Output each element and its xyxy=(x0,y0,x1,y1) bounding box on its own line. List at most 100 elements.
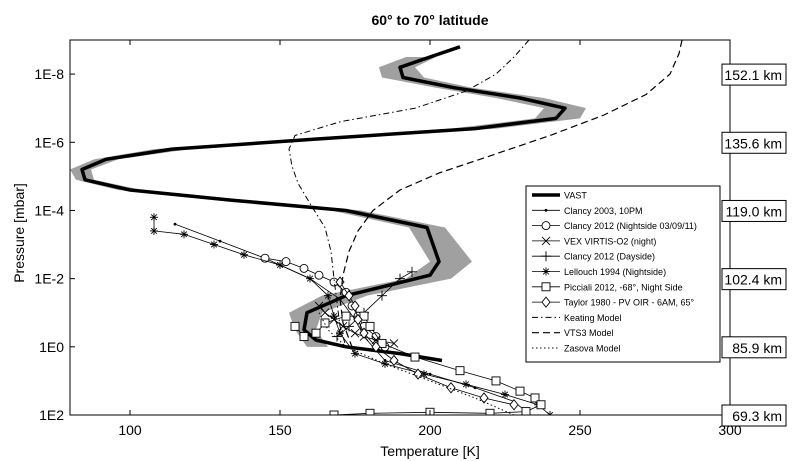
series-7-point-1 xyxy=(344,289,354,302)
legend-marker-3 xyxy=(541,236,551,246)
y-tick-label-4: 1E0 xyxy=(39,339,64,355)
legend-label-8: Keating Model xyxy=(564,313,622,323)
series-5-point-9 xyxy=(336,329,344,338)
altitude-box-3 xyxy=(721,268,787,291)
legend-label-4: Clancy 2012 (Dayside) xyxy=(564,252,655,262)
series-5-point-16 xyxy=(546,411,554,415)
series-6-point-1 xyxy=(299,332,309,342)
legend-label-2: Clancy 2012 (Nightside 03/09/11) xyxy=(564,221,697,231)
series-7-point-4 xyxy=(359,327,369,339)
series-3-point-0 xyxy=(314,301,324,311)
series-2-point-2 xyxy=(299,263,309,273)
series-5-point-8 xyxy=(330,312,338,321)
series-6-point-4 xyxy=(341,311,351,321)
series-7-point-6 xyxy=(389,354,399,367)
series-7-point-9 xyxy=(479,392,489,404)
series-6-point-3 xyxy=(320,318,330,328)
series-1-point-0 xyxy=(173,222,177,226)
legend-marker-6 xyxy=(541,282,551,292)
series-3-point-7 xyxy=(389,339,399,348)
series-9-line xyxy=(339,40,683,348)
series-2-point-1 xyxy=(281,257,291,267)
x-tick-label-2: 200 xyxy=(418,422,442,438)
altitude-label-5: 69.3 km xyxy=(732,408,782,424)
series-7-point-5 xyxy=(371,341,381,353)
legend-label-5: Lellouch 1994 (Nightside) xyxy=(564,267,666,277)
series-6-point-5 xyxy=(359,311,369,321)
series-6-point-8 xyxy=(410,352,420,362)
axes-frame xyxy=(69,39,731,416)
legend-marker-4 xyxy=(541,251,551,262)
series-5-point-14 xyxy=(501,390,509,399)
series-1-point-1 xyxy=(218,239,222,243)
series-7-point-8 xyxy=(446,382,456,394)
series-6-point-10 xyxy=(491,376,501,386)
series-6-point-18 xyxy=(329,410,339,415)
series-4-point-1 xyxy=(344,321,354,332)
legend-label-7: Taylor 1980 - PV OIR - 6AM, 65° xyxy=(564,298,695,308)
series-8-line xyxy=(288,40,530,347)
series-0-line xyxy=(80,45,567,363)
series-5-point-2 xyxy=(180,230,188,239)
legend-label-9: VTS3 Model xyxy=(564,328,614,338)
legend: VAST Clancy 2003, 10PM Clancy 2012 (Nights… xyxy=(525,185,721,363)
altitude-box-2 xyxy=(721,199,787,222)
altitude-box-1 xyxy=(721,131,787,154)
legend-marker-7 xyxy=(541,296,551,308)
altitude-label-3: 102.4 km xyxy=(724,272,782,288)
legend-label-6: Picciali 2012, -68°, Night Side xyxy=(564,282,683,292)
y-tick-label-2: 1E-4 xyxy=(34,202,64,218)
series-5-point-13 xyxy=(462,380,470,389)
series-6-point-11 xyxy=(515,386,525,396)
series-5-point-1 xyxy=(150,226,158,235)
series-4-point-5 xyxy=(407,266,417,277)
legend-label-3: VEX VIRTIS-O2 (night) xyxy=(564,236,656,246)
series-5-point-10 xyxy=(351,349,359,358)
series-5-point-11 xyxy=(381,359,389,368)
series-3-point-4 xyxy=(350,328,360,338)
series-6-point-2 xyxy=(311,328,321,338)
series-5-point-4 xyxy=(240,250,248,259)
series-4-point-3 xyxy=(377,290,387,301)
y-axis-label: Pressure [mbar] xyxy=(11,183,27,283)
y-tick-label-1: 1E-6 xyxy=(34,134,64,150)
y-tick-label-0: 1E-8 xyxy=(34,66,64,82)
altitude-box-4 xyxy=(721,336,787,359)
series-6-point-9 xyxy=(455,366,465,376)
x-tick-label-0: 100 xyxy=(118,422,142,438)
altitude-label-1: 135.6 km xyxy=(724,135,782,151)
x-tick-label-1: 150 xyxy=(268,422,292,438)
series-2-point-3 xyxy=(314,270,324,280)
altitude-box-0 xyxy=(721,63,787,86)
series-5-point-5 xyxy=(276,261,284,269)
series-6-point-0 xyxy=(290,321,300,331)
series-7-point-7 xyxy=(413,368,423,380)
legend-label-0: VAST xyxy=(564,191,587,201)
series-6-line xyxy=(294,315,542,415)
series-4-point-4 xyxy=(395,273,405,284)
y-tick-label-5: 1E2 xyxy=(39,407,64,423)
series-1-line xyxy=(174,223,527,412)
legend-marker-5 xyxy=(542,267,550,276)
altitude-label-4: 85.9 km xyxy=(732,340,782,356)
series-5-point-7 xyxy=(324,291,332,300)
series-7-point-3 xyxy=(353,313,363,326)
series-3-point-1 xyxy=(320,308,330,318)
x-tick-label-3: 250 xyxy=(568,422,592,438)
series-5-point-0 xyxy=(150,213,158,222)
series-5-point-3 xyxy=(210,240,218,249)
altitude-labels: 152.1 km 135.6 km 119.0 km 102.4 km 85.9 km 6… xyxy=(721,63,787,427)
series-6-point-17 xyxy=(365,408,375,415)
series-4-line xyxy=(336,271,413,337)
series-6-point-7 xyxy=(377,338,387,348)
series-6-point-12 xyxy=(530,393,540,403)
y-tick-label-3: 1E-2 xyxy=(34,271,64,287)
series-6-point-15 xyxy=(485,408,495,415)
chart-title: 60° to 70° latitude xyxy=(371,12,488,28)
altitude-label-2: 119.0 km xyxy=(725,203,782,219)
altitude-label-0: 152.1 km xyxy=(724,67,782,83)
x-axis-label: Temperature [K] xyxy=(380,443,480,459)
series-7-point-2 xyxy=(350,300,360,312)
legend-marker-2 xyxy=(541,221,551,231)
